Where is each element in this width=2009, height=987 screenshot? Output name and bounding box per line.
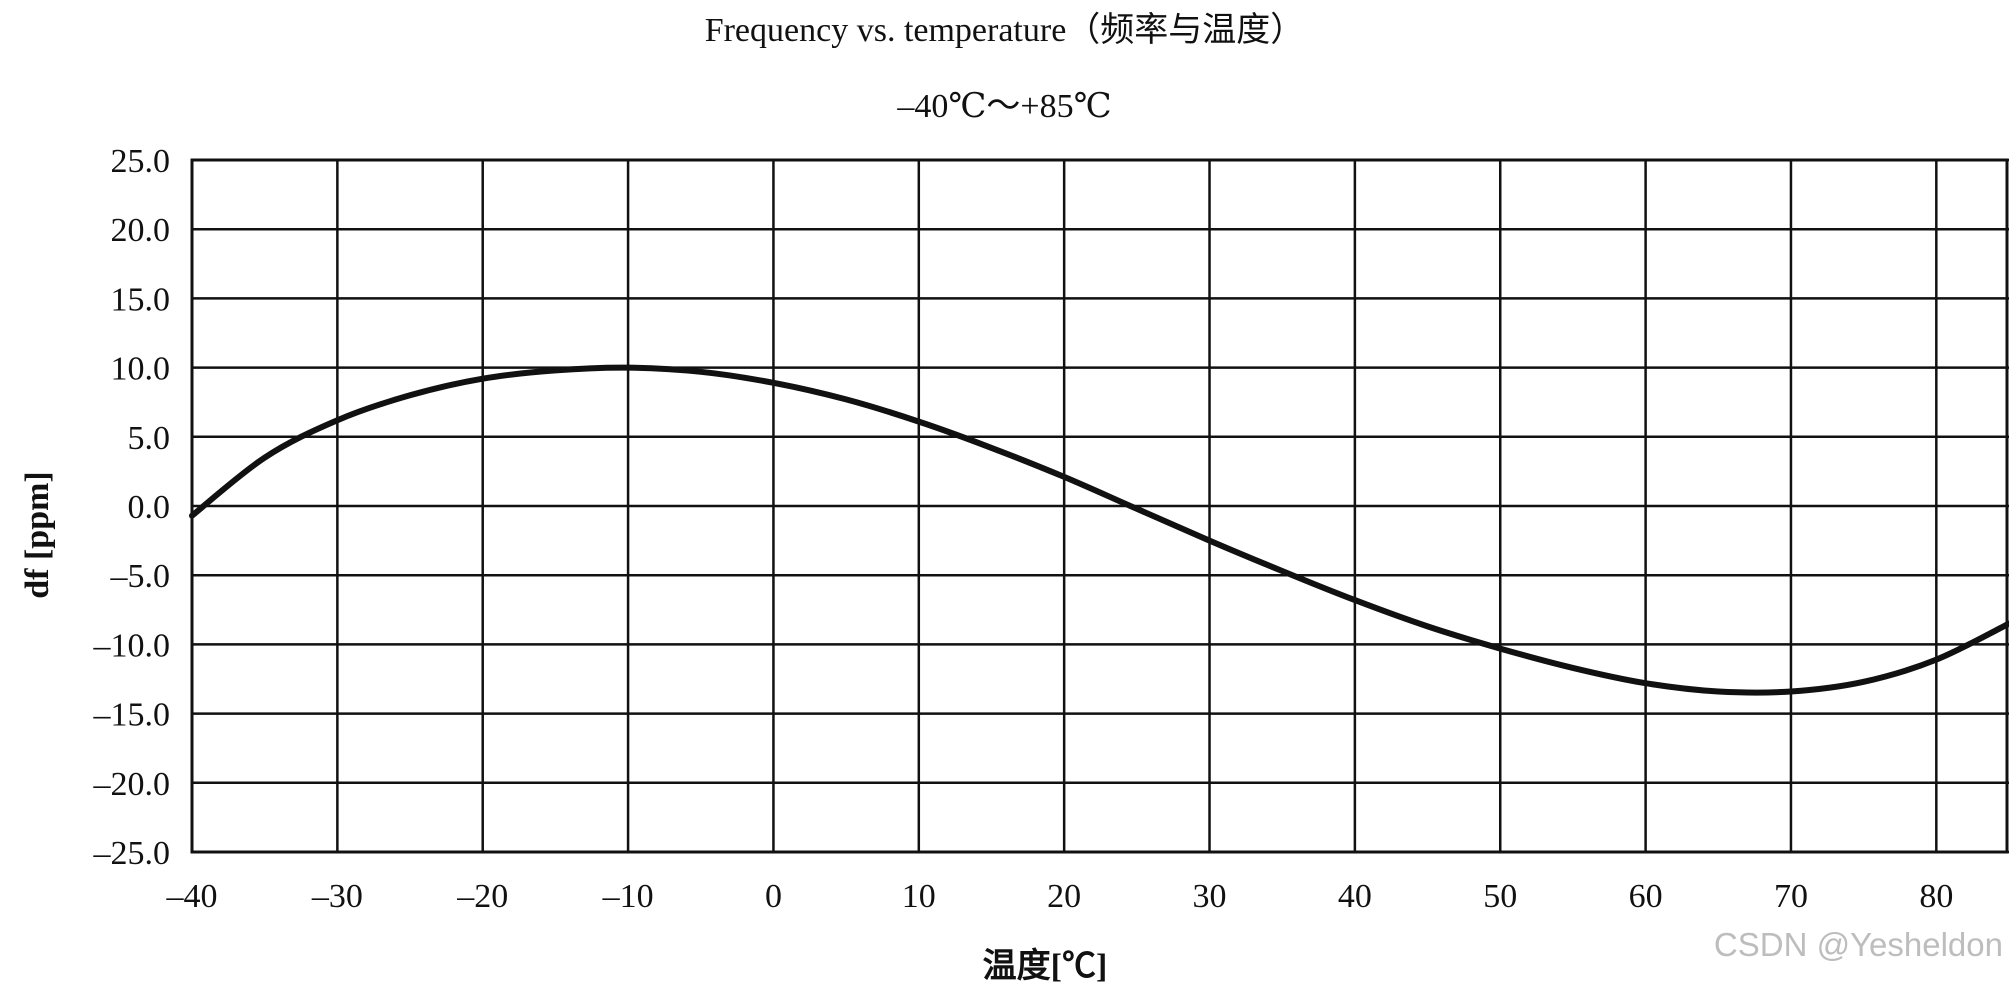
x-tick-label: –40 xyxy=(166,878,218,915)
y-tick-labels: 25.0 20.0 15.0 10.0 5.0 0.0 –5.0 –10.0 –15.0 –20.… xyxy=(93,143,171,872)
y-tick-label: 0.0 xyxy=(128,489,171,526)
watermark-text: CSDN @Yesheldon xyxy=(1713,926,2003,963)
chart-title: Frequency vs. temperature（频率与温度） xyxy=(704,12,1305,49)
x-tick-label: –30 xyxy=(311,878,363,915)
y-tick-label: 25.0 xyxy=(111,143,171,180)
y-tick-label: 20.0 xyxy=(111,212,171,249)
chart-subtitle: –40℃～+85℃ xyxy=(897,88,1112,125)
y-tick-label: 10.0 xyxy=(111,351,171,388)
x-tick-label: –10 xyxy=(602,878,654,915)
x-tick-label: 70 xyxy=(1774,878,1808,915)
plot-frame xyxy=(190,158,2009,854)
x-axis-label: 温度[℃] xyxy=(982,948,1108,985)
x-tick-label: 30 xyxy=(1193,878,1227,915)
y-tick-label: –5.0 xyxy=(110,558,171,595)
x-tick-label: 60 xyxy=(1629,878,1663,915)
series-line-frequency xyxy=(189,364,2009,696)
x-tick-labels: –40 –30 –20 –10 0 10 20 30 40 50 60 70 80 xyxy=(166,878,1954,915)
grid-lines xyxy=(190,158,2009,854)
y-tick-label: –10.0 xyxy=(93,627,171,664)
y-tick-label: –15.0 xyxy=(93,697,171,734)
x-tick-label: –20 xyxy=(456,878,508,915)
x-tick-label: 50 xyxy=(1483,878,1517,915)
x-tick-label: 20 xyxy=(1047,878,1081,915)
y-tick-label: –20.0 xyxy=(93,766,171,803)
x-tick-label: 40 xyxy=(1338,878,1372,915)
y-tick-label: –25.0 xyxy=(93,835,171,872)
x-tick-label: 0 xyxy=(765,878,782,915)
x-tick-label: 80 xyxy=(1919,878,1953,915)
y-axis-label: df [ppm] xyxy=(19,471,56,599)
y-tick-label: 5.0 xyxy=(128,420,171,457)
y-tick-label: 15.0 xyxy=(111,281,171,318)
x-tick-label: 10 xyxy=(902,878,936,915)
